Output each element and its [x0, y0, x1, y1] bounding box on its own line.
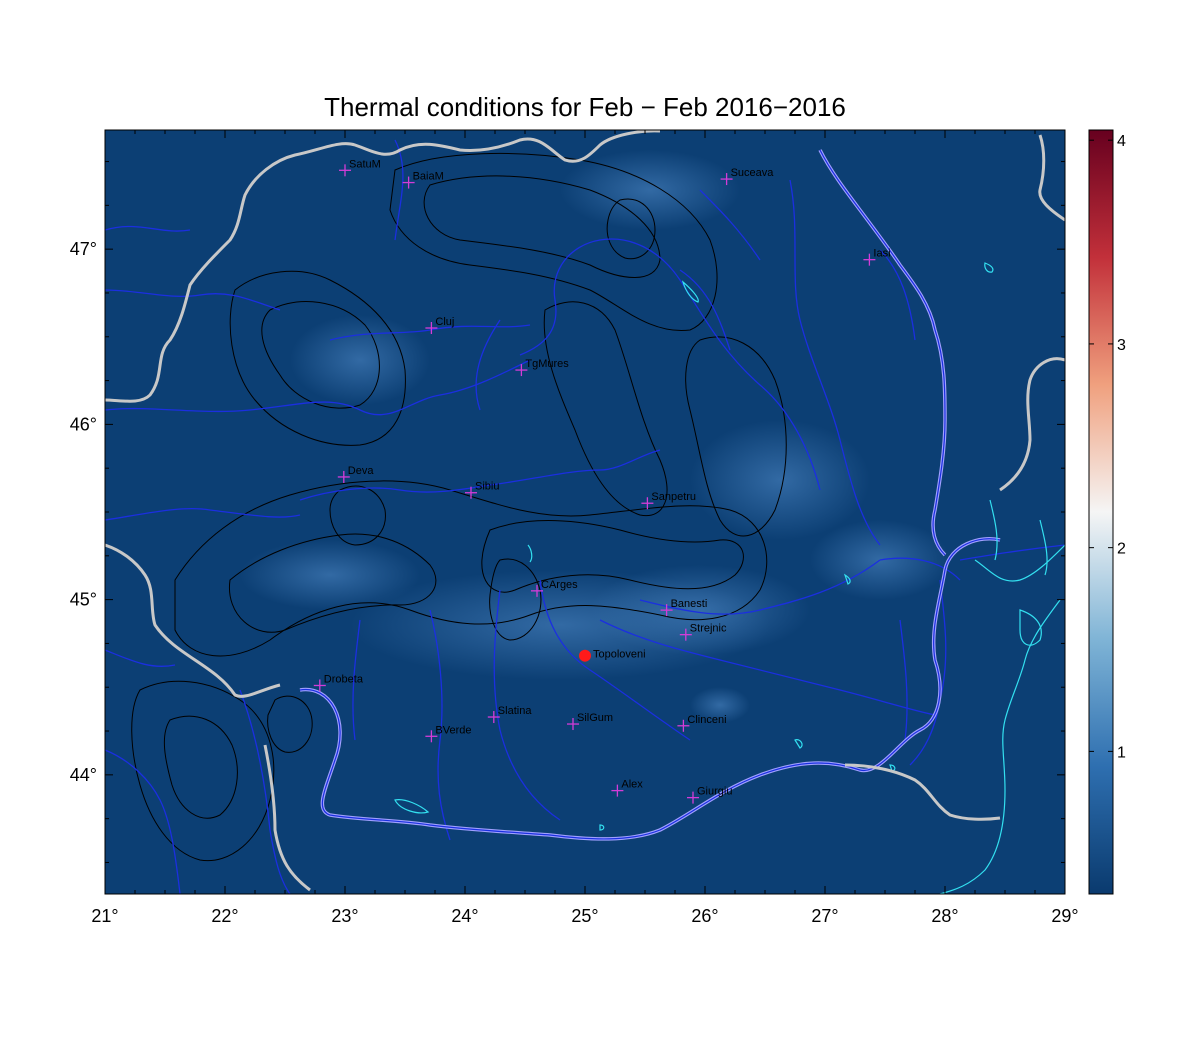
station-label: Banesti — [671, 598, 708, 610]
station-marker: Sanpetru — [641, 491, 696, 510]
station-marker: Sibiu — [465, 481, 499, 499]
station-label: Iasi — [873, 248, 890, 260]
station-label: SilGum — [577, 712, 613, 724]
lon-tick-label: 21° — [91, 906, 118, 926]
map-title: Thermal conditions for Feb − Feb 2016−20… — [324, 92, 846, 122]
station-marker: Iasi — [863, 248, 891, 266]
highlight-label: Topoloveni — [593, 649, 646, 661]
station-label: Sibiu — [475, 481, 499, 493]
station-label: Giurgiu — [697, 786, 732, 798]
station-marker: SilGum — [567, 712, 613, 731]
station-label: Alex — [621, 779, 643, 791]
station-marker: TgMures — [515, 358, 569, 377]
station-label: TgMures — [525, 358, 569, 370]
station-label: CArges — [541, 579, 578, 591]
station-marker: Drobeta — [313, 673, 364, 692]
station-label: Clinceni — [687, 714, 726, 726]
colorbar-tick-label: 4 — [1117, 133, 1126, 150]
colorbar-tick-label: 3 — [1117, 337, 1126, 354]
station-label: Cluj — [435, 316, 454, 328]
highlight-dot — [579, 649, 591, 662]
lon-tick-label: 22° — [211, 906, 238, 926]
lon-tick-label: 24° — [451, 906, 478, 926]
colorbar-tick-label: 1 — [1117, 744, 1126, 761]
station-marker: Suceava — [720, 167, 775, 186]
lat-tick-label: 44° — [70, 765, 97, 785]
rivers — [105, 139, 1065, 894]
station-marker: BVerde — [425, 724, 471, 743]
lon-tick-label: 23° — [331, 906, 358, 926]
country-borders — [105, 130, 1065, 892]
station-label: Suceava — [731, 167, 775, 179]
coastline — [394, 262, 1065, 894]
station-label: Deva — [348, 465, 375, 477]
station-markers: SatuM BaiaM Suceava Iasi Cluj TgMures Deva Sibi… — [313, 158, 891, 804]
station-marker: CArges — [531, 579, 578, 597]
axis-ticks — [104, 130, 1066, 894]
thermal-field — [240, 150, 950, 723]
station-label: SatuM — [349, 158, 381, 170]
longitude-labels: 21° 22° 23° 24° 25° 26° 27° 28° 29° — [91, 906, 1078, 926]
lat-tick-label: 45° — [70, 590, 97, 610]
station-marker: Deva — [337, 465, 375, 483]
station-label: BaiaM — [413, 171, 444, 183]
station-label: Slatina — [498, 705, 533, 717]
station-label: Drobeta — [324, 673, 364, 685]
station-label: BVerde — [435, 724, 471, 736]
latitude-labels: 44° 45° 46° 47° — [70, 239, 97, 785]
station-marker: Clinceni — [677, 714, 727, 732]
highlight-station: Topoloveni — [579, 649, 646, 662]
station-marker: Giurgiu — [687, 786, 732, 804]
station-label: Sanpetru — [651, 491, 696, 503]
station-marker: SatuM — [339, 158, 381, 177]
station-marker: Banesti — [660, 598, 708, 617]
lon-tick-label: 27° — [811, 906, 838, 926]
colorbar-ticks: 1 2 3 4 — [1089, 133, 1126, 761]
lat-tick-label: 47° — [70, 239, 97, 259]
station-marker: Cluj — [425, 316, 454, 335]
station-marker: Strejnic — [679, 623, 727, 641]
colorbar — [1088, 129, 1114, 895]
station-marker: Alex — [611, 779, 643, 797]
terrain-contours — [131, 152, 787, 862]
lon-tick-label: 25° — [571, 906, 598, 926]
lat-tick-label: 46° — [70, 414, 97, 434]
station-marker: Slatina — [487, 705, 533, 724]
station-label: Strejnic — [690, 623, 727, 635]
lon-tick-label: 28° — [931, 906, 958, 926]
colorbar-tick-label: 2 — [1117, 541, 1126, 558]
station-marker: BaiaM — [402, 171, 444, 189]
lon-tick-label: 26° — [691, 906, 718, 926]
map-background — [105, 130, 1065, 894]
lon-tick-label: 29° — [1051, 906, 1078, 926]
